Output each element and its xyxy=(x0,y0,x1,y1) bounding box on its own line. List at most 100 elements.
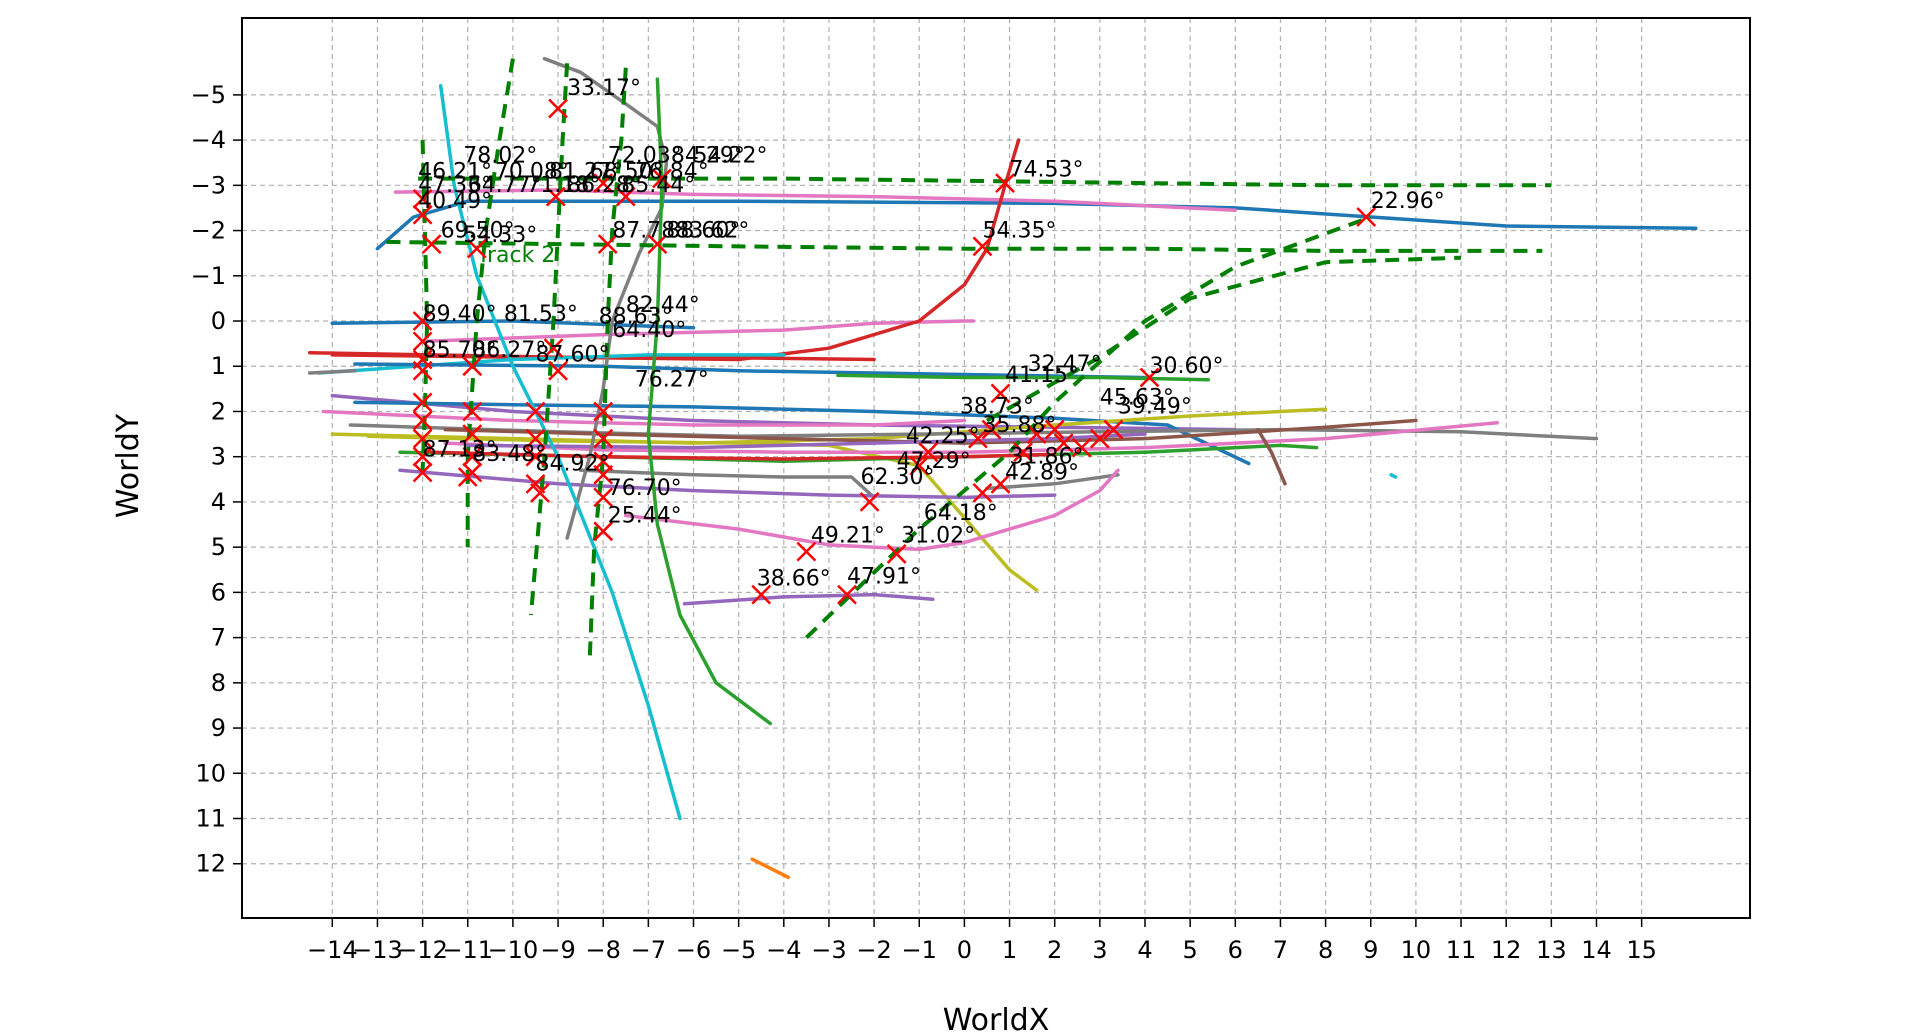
series-line xyxy=(1256,427,1287,486)
x-axis-title: WorldX xyxy=(943,1003,1050,1033)
crossing-marker xyxy=(412,331,433,352)
angle-annotation: 41.15° xyxy=(1005,363,1079,388)
x-axis: −14−13−12−11−10 −9 −8 −7 −6 −5 −4 −3 −2 −1 0 1 2 3 4 5 6… xyxy=(307,918,1657,964)
track-line xyxy=(529,63,570,616)
angle-annotation: 64.40° xyxy=(612,318,686,343)
angle-annotation: 33.17° xyxy=(567,76,641,101)
x-tick-label: 4 xyxy=(1137,936,1152,964)
crossing-marker xyxy=(593,428,614,449)
crossing-marker xyxy=(972,236,993,257)
angle-annotation: 40.49° xyxy=(418,189,492,214)
angle-annotation: 31.86° xyxy=(1010,444,1084,469)
angle-annotation: 38.73° xyxy=(960,395,1034,420)
y-tick-label: 12 xyxy=(195,850,226,878)
x-tick-label: 8 xyxy=(1318,936,1333,964)
angle-annotation: 76.70° xyxy=(608,476,682,501)
angle-annotation: 47.91° xyxy=(847,564,921,589)
angle-annotation: 47.33° xyxy=(418,173,492,198)
x-tick-label: −4 xyxy=(766,936,801,964)
angle-annotation: 62.30° xyxy=(861,465,935,490)
angle-annotation: 25.44° xyxy=(608,503,682,528)
crossing-marker xyxy=(466,238,487,259)
angle-annotation: 71.18° xyxy=(526,173,600,198)
crossing-marker xyxy=(412,428,433,449)
angle-annotation: 47.29° xyxy=(897,449,971,474)
x-tick-label: 3 xyxy=(1092,936,1107,964)
y-tick-label: 8 xyxy=(211,669,226,697)
crossing-marker xyxy=(462,424,483,444)
angle-annotation: 30.60° xyxy=(1150,354,1224,379)
series-line xyxy=(321,409,967,427)
angle-annotation: 85.44° xyxy=(621,173,695,198)
y-tick-label: 3 xyxy=(211,443,226,471)
crossing-marker xyxy=(421,234,442,255)
x-tick-label: −12 xyxy=(397,936,448,964)
angle-annotation: 39.49° xyxy=(1118,395,1192,420)
x-tick-label: −1 xyxy=(902,936,937,964)
angle-annotation: 82.44° xyxy=(626,293,700,318)
x-tick-label: 0 xyxy=(957,936,972,964)
angle-annotation: 88.63° xyxy=(599,304,673,329)
crossing-marker xyxy=(1103,419,1124,440)
crossing-marker xyxy=(530,482,550,503)
angle-annotation: 89.40° xyxy=(423,302,497,327)
track-label: Track 2 xyxy=(476,243,556,268)
crossing-marker xyxy=(1026,424,1047,444)
x-tick-label: 7 xyxy=(1273,936,1288,964)
x-tick-label: −5 xyxy=(721,936,756,964)
crossing-marker xyxy=(412,446,433,467)
series-line xyxy=(393,188,1238,212)
x-tick-label: 9 xyxy=(1363,936,1378,964)
angle-annotation: 87.13° xyxy=(423,438,497,463)
x-tick-label: −13 xyxy=(352,936,403,964)
crossing-marker xyxy=(796,541,817,562)
angle-annotation: 87.60° xyxy=(535,343,609,368)
crossing-marker xyxy=(462,356,483,377)
track-line xyxy=(418,176,1552,188)
series-line xyxy=(353,400,1251,466)
y-tick-label: −1 xyxy=(191,262,226,290)
angle-annotation: 38.66° xyxy=(757,567,831,592)
crossing-marker xyxy=(548,98,568,119)
angle-annotation: 22.96° xyxy=(1371,189,1445,214)
angle-annotation: 76.84° xyxy=(635,160,709,185)
angle-annotation: 88.60° xyxy=(666,218,740,243)
crossing-marker xyxy=(597,234,618,255)
x-tick-label: 13 xyxy=(1536,936,1567,964)
angle-annotation: 31.02° xyxy=(901,524,975,549)
plot-frame xyxy=(241,17,1751,919)
angle-annotation: 70.08° xyxy=(495,160,569,185)
x-tick-label: 2 xyxy=(1047,936,1062,964)
crossing-marker xyxy=(412,189,433,209)
y-tick-label: 1 xyxy=(211,352,226,380)
series-line xyxy=(330,393,1238,432)
crossing-marker xyxy=(1089,428,1110,449)
crossing-marker xyxy=(525,428,546,449)
angle-annotation: 35.88° xyxy=(982,413,1056,438)
crossing-marker xyxy=(412,462,433,483)
angle-annotation: 46.21° xyxy=(418,160,492,185)
crossing-marker xyxy=(615,186,636,207)
crossing-marker xyxy=(593,401,614,422)
crossing-marker xyxy=(462,401,483,422)
x-tick-label: 11 xyxy=(1446,936,1477,964)
series-line xyxy=(682,592,935,606)
x-tick-label: 15 xyxy=(1626,936,1657,964)
y-tick-label: 6 xyxy=(211,578,226,606)
tracks-group: Track 2 xyxy=(386,58,1552,661)
x-tick-label: 6 xyxy=(1228,936,1243,964)
x-tick-label: −11 xyxy=(442,936,493,964)
series-line xyxy=(750,857,791,880)
angle-annotation: 81.27° xyxy=(549,160,623,185)
track-line xyxy=(986,255,1462,423)
annotations-group: 33.17° 78.02° 72.03°84.29°54.22° 46.21° 70.0… xyxy=(418,76,1445,592)
angle-annotation: 45.63° xyxy=(1100,386,1174,411)
x-tick-label: 10 xyxy=(1401,936,1432,964)
angle-annotation: 74.53° xyxy=(1010,157,1084,182)
x-tick-label: −14 xyxy=(307,936,358,964)
crossing-marker xyxy=(1013,442,1033,463)
crossing-marker xyxy=(412,204,433,225)
series-line xyxy=(443,421,1499,454)
crossing-marker xyxy=(462,446,483,467)
